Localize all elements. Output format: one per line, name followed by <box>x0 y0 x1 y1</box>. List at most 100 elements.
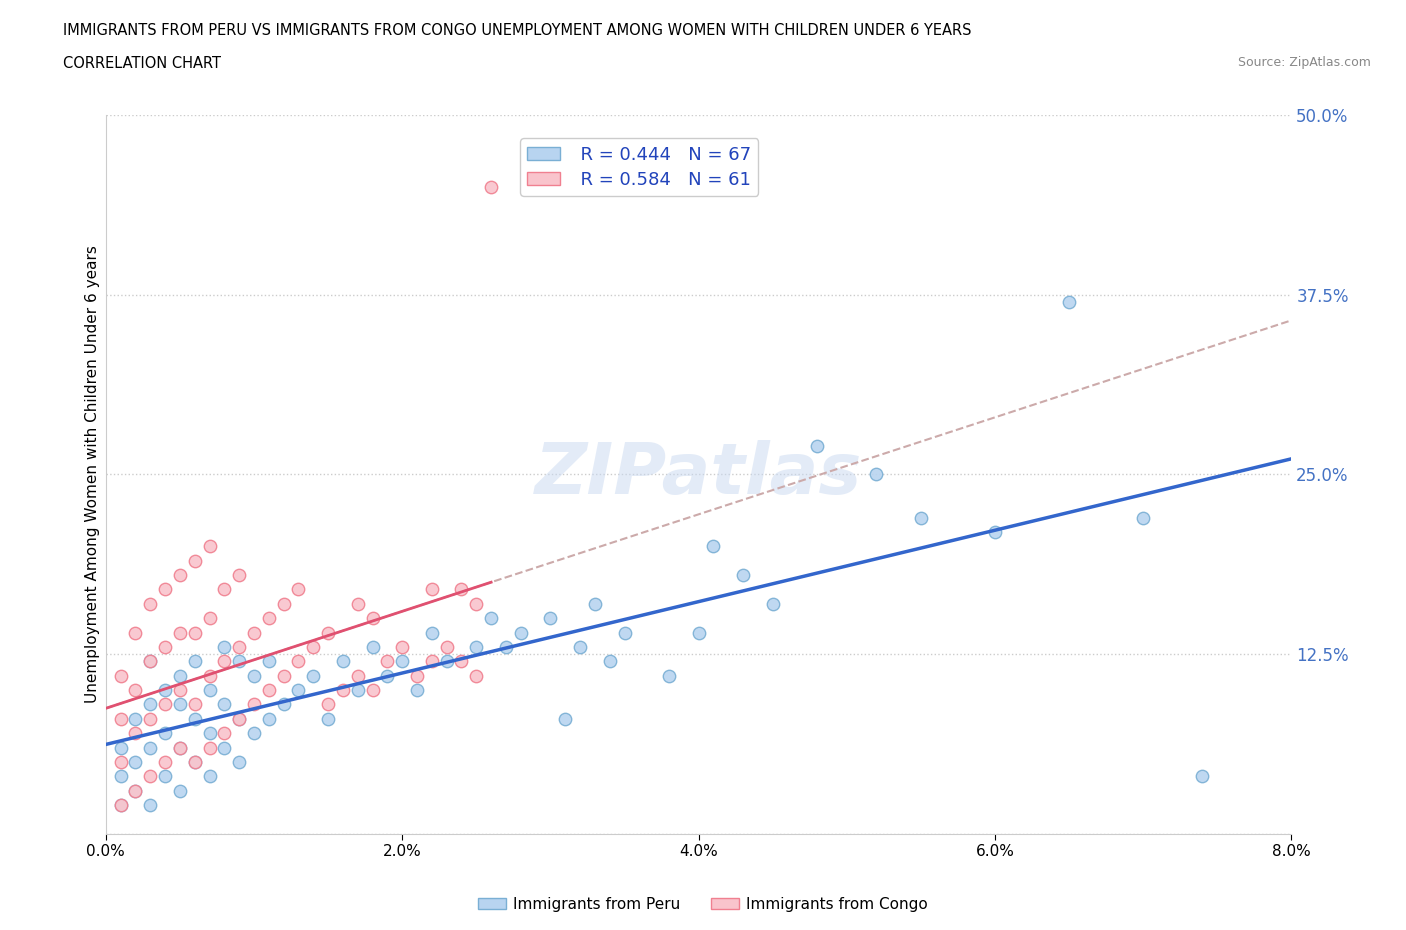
Point <box>910 510 932 525</box>
Point <box>257 611 280 626</box>
Point <box>184 697 207 711</box>
Point <box>538 611 561 626</box>
Point <box>273 697 295 711</box>
Point <box>569 640 592 655</box>
Point <box>479 611 502 626</box>
Point <box>169 783 191 798</box>
Point <box>124 783 146 798</box>
Point <box>346 669 368 684</box>
Point <box>139 740 162 755</box>
Point <box>184 754 207 769</box>
Point <box>228 711 250 726</box>
Point <box>214 725 236 740</box>
Point <box>153 640 176 655</box>
Y-axis label: Unemployment Among Women with Children Under 6 years: Unemployment Among Women with Children U… <box>86 246 100 703</box>
Point <box>110 769 132 784</box>
Text: CORRELATION CHART: CORRELATION CHART <box>63 56 221 71</box>
Point <box>153 683 176 698</box>
Point <box>332 683 354 698</box>
Point <box>169 683 191 698</box>
Point <box>420 654 443 669</box>
Point <box>214 582 236 597</box>
Point <box>731 567 754 582</box>
Point <box>228 754 250 769</box>
Point <box>391 640 413 655</box>
Text: ZIPatlas: ZIPatlas <box>534 440 862 509</box>
Point <box>214 697 236 711</box>
Point <box>257 683 280 698</box>
Point <box>806 438 828 453</box>
Point <box>316 625 339 640</box>
Point <box>865 467 887 482</box>
Point <box>583 596 606 611</box>
Point <box>214 654 236 669</box>
Point <box>228 711 250 726</box>
Point <box>169 625 191 640</box>
Point <box>361 683 384 698</box>
Point <box>332 654 354 669</box>
Point <box>436 640 458 655</box>
Point <box>257 654 280 669</box>
Point <box>153 582 176 597</box>
Point <box>599 654 621 669</box>
Point <box>169 567 191 582</box>
Point <box>198 538 221 553</box>
Point <box>184 654 207 669</box>
Point <box>198 769 221 784</box>
Legend:   R = 0.444   N = 67,   R = 0.584   N = 61: R = 0.444 N = 67, R = 0.584 N = 61 <box>520 139 758 196</box>
Point <box>110 754 132 769</box>
Point <box>984 525 1007 539</box>
Point <box>450 654 472 669</box>
Point <box>243 725 266 740</box>
Point <box>184 625 207 640</box>
Point <box>287 654 309 669</box>
Point <box>243 669 266 684</box>
Point <box>153 725 176 740</box>
Point <box>257 711 280 726</box>
Point <box>228 640 250 655</box>
Point <box>169 697 191 711</box>
Point <box>124 711 146 726</box>
Point <box>495 640 517 655</box>
Point <box>1132 510 1154 525</box>
Point <box>465 596 488 611</box>
Point <box>184 754 207 769</box>
Point <box>391 654 413 669</box>
Point <box>169 740 191 755</box>
Point <box>436 654 458 669</box>
Point <box>273 596 295 611</box>
Point <box>450 582 472 597</box>
Point <box>287 683 309 698</box>
Point <box>184 711 207 726</box>
Text: Source: ZipAtlas.com: Source: ZipAtlas.com <box>1237 56 1371 69</box>
Point <box>139 798 162 813</box>
Point <box>169 740 191 755</box>
Point <box>273 669 295 684</box>
Point <box>153 754 176 769</box>
Point <box>110 711 132 726</box>
Point <box>169 669 191 684</box>
Point <box>688 625 710 640</box>
Point <box>124 783 146 798</box>
Point <box>110 798 132 813</box>
Point <box>1191 769 1213 784</box>
Point <box>361 640 384 655</box>
Point <box>509 625 531 640</box>
Point <box>287 582 309 597</box>
Point <box>228 654 250 669</box>
Point <box>377 669 399 684</box>
Point <box>139 654 162 669</box>
Point <box>124 683 146 698</box>
Point <box>479 179 502 194</box>
Legend: Immigrants from Peru, Immigrants from Congo: Immigrants from Peru, Immigrants from Co… <box>472 891 934 918</box>
Point <box>139 711 162 726</box>
Point <box>139 654 162 669</box>
Point <box>110 669 132 684</box>
Point <box>198 725 221 740</box>
Point <box>613 625 636 640</box>
Point <box>184 553 207 568</box>
Point <box>198 683 221 698</box>
Point <box>110 740 132 755</box>
Point <box>406 683 429 698</box>
Point <box>214 740 236 755</box>
